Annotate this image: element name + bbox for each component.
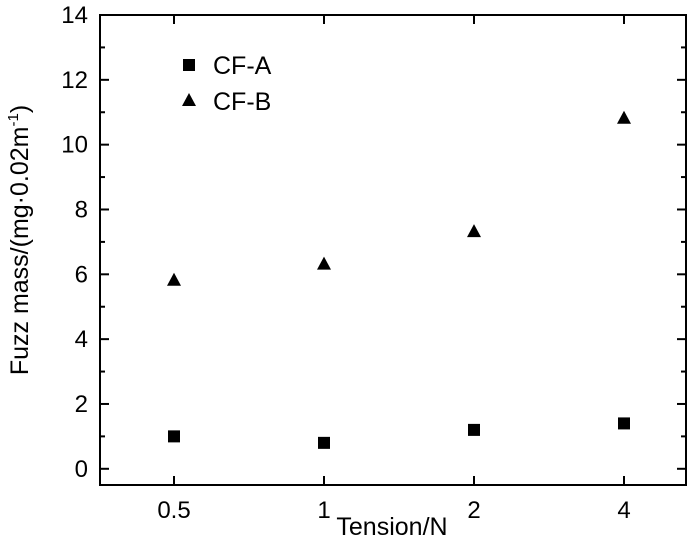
y-tick-label: 8	[75, 196, 88, 223]
y-tick-label: 14	[61, 2, 88, 29]
y-axis-title-exponent: -1	[5, 113, 22, 126]
y-tick-label: 12	[61, 67, 88, 94]
x-tick-label: 1	[317, 497, 330, 524]
x-axis: 0.5 1 2 4	[157, 15, 631, 524]
legend-marker-cf-b	[182, 93, 196, 106]
legend-label-cf-b: CF-B	[213, 88, 271, 116]
point-cf-a	[618, 417, 630, 430]
y-axis: 0 2 4 6 8 10 12 14	[61, 2, 686, 483]
data-points	[167, 110, 631, 449]
legend-marker-cf-a	[183, 59, 195, 71]
y-tick-label: 10	[61, 132, 88, 159]
point-cf-b	[467, 224, 481, 238]
x-tick-label: 0.5	[157, 497, 190, 524]
point-cf-a	[168, 430, 180, 443]
x-tick-label: 4	[617, 497, 630, 524]
x-axis-title: Tension/N	[336, 513, 447, 541]
y-axis-title-close: )	[6, 105, 34, 113]
legend-label-cf-a: CF-A	[213, 52, 272, 80]
y-axis-title: Fuzz mass/(mg·0.02m-1)	[5, 105, 34, 375]
point-cf-b	[317, 256, 331, 270]
plot-frame	[99, 14, 687, 486]
y-tick-label: 6	[75, 261, 88, 288]
y-axis-title-main: Fuzz mass/(mg·0.02m	[6, 127, 34, 376]
legend: CF-A CF-B	[182, 52, 272, 116]
x-tick-label: 2	[467, 497, 480, 524]
point-cf-b	[167, 272, 181, 286]
point-cf-a	[318, 436, 330, 449]
point-cf-a	[468, 423, 480, 436]
y-tick-label: 4	[75, 326, 88, 353]
y-tick-label: 0	[75, 456, 88, 483]
point-cf-b	[617, 110, 631, 124]
y-tick-label: 2	[75, 391, 88, 418]
